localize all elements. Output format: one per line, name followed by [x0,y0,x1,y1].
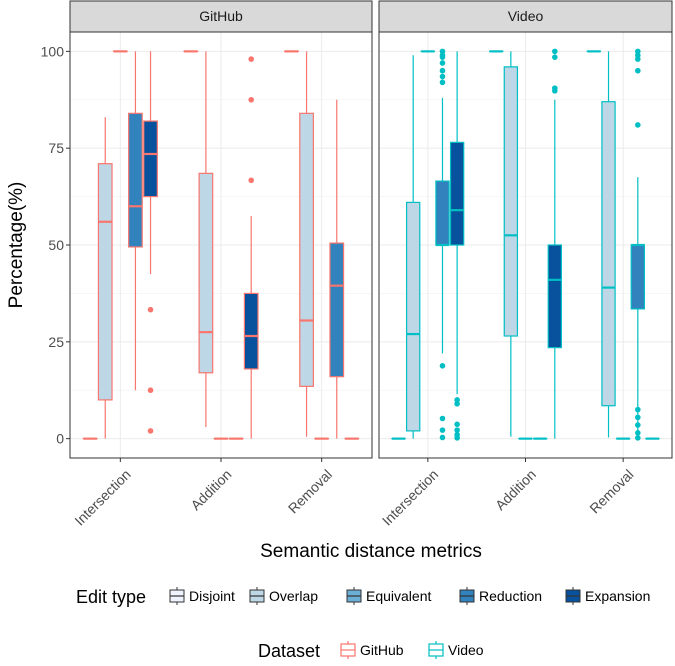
y-tick-label: 0 [56,431,64,447]
box-overlap [97,163,113,401]
box-overlap [601,101,616,407]
box-reduction [329,242,345,378]
legend-label: Expansion [585,588,650,604]
outlier-point [439,79,446,86]
outlier-point [454,435,460,441]
outlier-point [635,435,641,441]
outlier-point [248,56,254,62]
x-tick-label: Intersection [379,466,441,528]
box-overlap [198,172,214,374]
outlier-point [248,96,254,103]
box-expansion [143,120,158,198]
outlier-point [454,421,460,428]
y-axis-title: Percentage(%) [6,182,27,309]
x-tick-label: Removal [285,466,335,516]
box-expansion [449,141,465,246]
box-overlap [405,201,421,432]
legend-label: Video [448,642,484,658]
outlier-point [635,56,641,62]
box-overlap [299,112,314,387]
facet-strip [69,0,373,33]
outlier-point [552,54,558,60]
legend-title-dataset: Dataset [258,641,320,661]
outlier-point [635,430,641,436]
box-reduction [630,244,646,310]
outlier-point [454,400,460,407]
x-axis-title: Semantic distance metrics [260,541,482,562]
outlier-point [439,67,446,74]
outlier-point [439,73,446,80]
outlier-point [635,122,641,128]
outlier-point [439,415,446,422]
outlier-point [439,60,446,66]
outlier-point [454,427,460,433]
outlier-point [635,52,641,59]
box-expansion [243,292,259,370]
outlier-point [439,434,446,441]
outlier-point [635,414,641,421]
y-tick-label: 25 [48,334,64,350]
outlier-point [635,422,641,428]
outlier-point [147,387,154,394]
box-reduction [128,112,143,248]
outlier-point [635,48,641,55]
y-tick-label: 75 [48,140,64,156]
box-reduction [435,180,450,246]
legend-label: GitHub [360,642,404,658]
box-overlap [503,66,519,337]
legend-label: Overlap [269,588,318,604]
box-expansion [547,244,562,349]
facet-strip-label: Video [508,8,544,24]
outlier-point [439,54,446,60]
facet-strip-label: GitHub [199,8,243,24]
outlier-point [635,406,641,413]
y-tick-label: 50 [48,237,64,253]
outlier-point [147,428,154,434]
legend-title-edit-type: Edit type [76,587,146,607]
outlier-point [635,67,641,74]
outlier-point [552,48,558,55]
legend-label: Disjoint [189,588,235,604]
x-tick-label: Addition [187,466,234,513]
x-tick-label: Intersection [71,466,133,528]
facet-strip [378,0,673,33]
outlier-point [248,177,254,184]
legend-label: Reduction [479,588,542,604]
outlier-point [552,88,558,94]
y-tick-label: 100 [41,43,65,59]
outlier-point [439,363,446,369]
outlier-point [439,427,446,433]
outlier-point [147,306,154,313]
outlier-point [439,48,446,55]
outlier-point [454,397,460,403]
legend-label: Equivalent [366,588,431,604]
x-tick-label: Addition [492,466,539,513]
x-tick-label: Removal [586,466,636,516]
